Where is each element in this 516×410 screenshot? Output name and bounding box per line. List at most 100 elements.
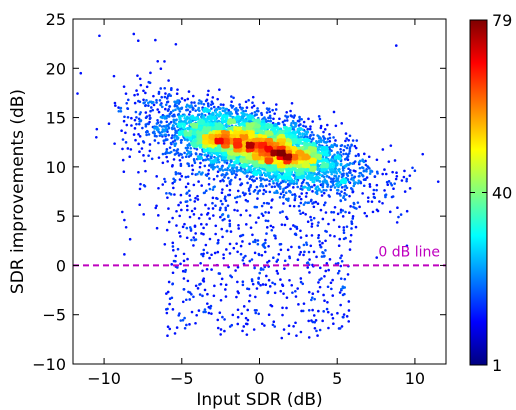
scatter-point — [241, 119, 244, 122]
scatter-point — [253, 160, 257, 164]
scatter-point — [269, 116, 272, 120]
scatter-point — [328, 195, 331, 198]
scatter-point — [311, 148, 315, 152]
scatter-point — [236, 250, 239, 254]
scatter-point — [216, 250, 220, 254]
scatter-point — [174, 172, 178, 176]
scatter-point — [176, 148, 180, 151]
scatter-point — [358, 159, 362, 163]
scatter-point — [314, 186, 318, 190]
scatter-point — [248, 192, 252, 196]
scatter-point — [76, 92, 79, 95]
scatter-point — [301, 134, 304, 138]
scatter-point — [169, 110, 173, 114]
scatter-point — [285, 306, 288, 310]
scatter-point — [219, 179, 222, 183]
scatter-point — [365, 176, 369, 179]
scatter-point — [318, 328, 322, 332]
scatter-point — [171, 109, 175, 112]
scatter-point — [339, 199, 342, 202]
scatter-point — [299, 330, 303, 334]
scatter-point — [168, 191, 171, 195]
scatter-point — [308, 271, 311, 274]
scatter-point — [312, 216, 316, 220]
scatter-point — [202, 102, 206, 106]
scatter-point — [184, 268, 187, 272]
scatter-point — [176, 247, 180, 251]
scatter-point — [310, 218, 313, 222]
scatter-point — [295, 169, 299, 173]
scatter-point — [343, 188, 347, 192]
scatter-point — [256, 192, 259, 195]
scatter-point — [325, 145, 329, 150]
scatter-point — [144, 169, 147, 173]
scatter-point — [264, 190, 268, 194]
scatter-point — [221, 315, 224, 319]
scatter-point — [175, 152, 178, 155]
scatter-point — [207, 177, 211, 180]
scatter-point — [279, 175, 284, 179]
scatter-point — [174, 254, 178, 258]
scatter-point — [175, 224, 178, 227]
scatter-point — [216, 170, 220, 174]
scatter-point — [403, 190, 407, 193]
scatter-point — [353, 144, 357, 148]
scatter-point — [248, 214, 252, 217]
scatter-point — [224, 288, 227, 291]
scatter-point — [251, 101, 254, 105]
scatter-point — [185, 152, 189, 156]
scatter-point — [316, 167, 320, 171]
scatter-point — [395, 221, 399, 224]
scatter-point — [246, 174, 249, 178]
scatter-point — [219, 215, 222, 219]
scatter-point — [240, 111, 243, 115]
scatter-point — [405, 244, 409, 248]
scatter-point — [264, 184, 268, 188]
scatter-point — [311, 173, 315, 177]
scatter-point — [215, 108, 219, 111]
scatter-point — [322, 175, 326, 179]
scatter-point — [107, 122, 111, 126]
scatter-point — [129, 148, 133, 151]
scatter-point — [79, 71, 83, 75]
scatter-point — [305, 243, 309, 246]
scatter-point — [317, 187, 321, 191]
scatter-point — [322, 310, 326, 313]
scatter-point — [186, 162, 189, 165]
scatter-point — [169, 94, 173, 98]
scatter-point — [306, 266, 310, 269]
scatter-point — [332, 218, 336, 222]
scatter-point — [175, 92, 179, 95]
scatter-point — [339, 163, 343, 167]
scatter-point — [169, 120, 173, 124]
scatter-point — [230, 170, 233, 174]
scatter-point — [210, 100, 214, 103]
scatter-point — [302, 141, 306, 146]
scatter-point — [193, 101, 196, 104]
scatter-point — [276, 175, 280, 179]
scatter-point — [213, 159, 217, 163]
scatter-point — [282, 195, 285, 199]
scatter-point — [244, 254, 247, 258]
scatter-point — [125, 102, 128, 105]
scatter-point — [212, 214, 215, 217]
scatter-point — [349, 205, 352, 208]
scatter-point — [157, 214, 160, 217]
scatter-point — [250, 106, 254, 109]
scatter-point — [221, 235, 224, 239]
scatter-point — [351, 215, 355, 218]
scatter-point — [132, 133, 136, 136]
scatter-point — [295, 182, 298, 185]
scatter-point — [185, 226, 189, 230]
scatter-point — [349, 169, 352, 172]
scatter-point — [199, 222, 203, 226]
scatter-point — [174, 129, 177, 132]
scatter-point — [273, 325, 277, 328]
scatter-point — [344, 139, 347, 143]
scatter-point — [172, 248, 175, 252]
scatter-point — [149, 106, 153, 109]
scatter-point — [185, 298, 188, 302]
scatter-point — [346, 144, 350, 147]
scatter-point — [390, 183, 394, 187]
scatter-point — [302, 178, 306, 182]
